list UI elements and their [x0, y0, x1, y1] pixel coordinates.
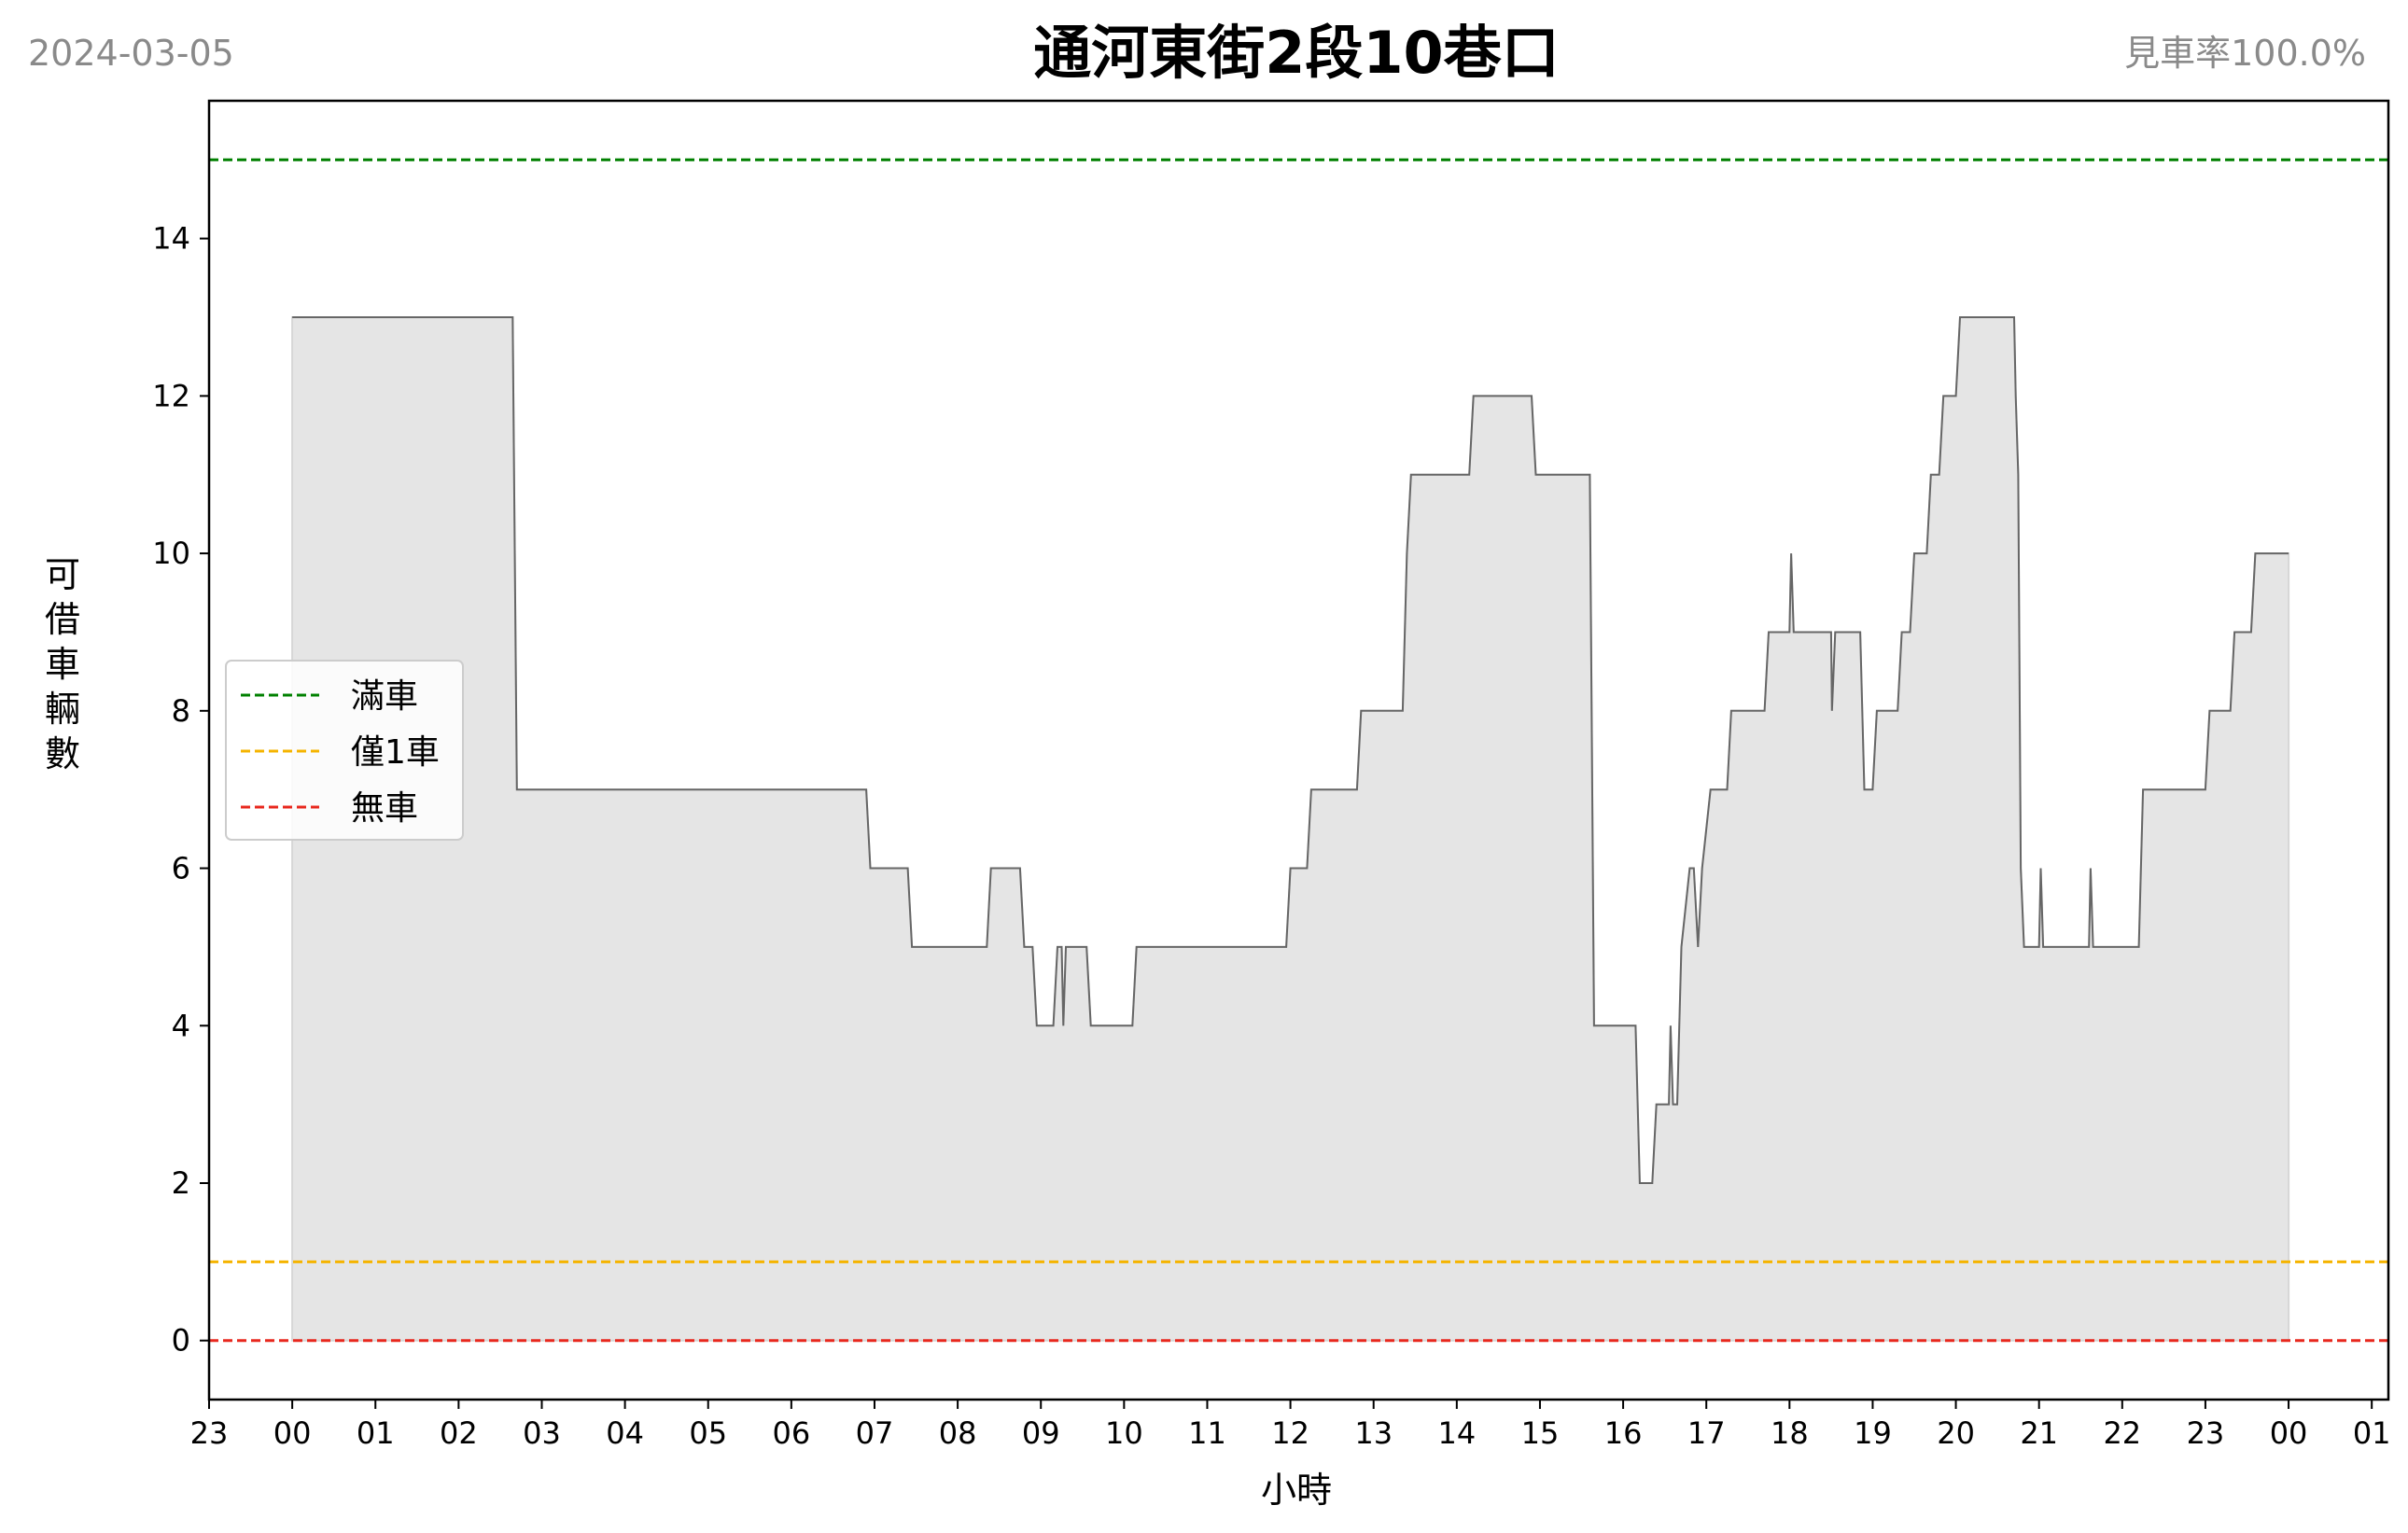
x-tick-label: 06: [772, 1415, 810, 1451]
legend-label: 僅1車: [351, 733, 440, 772]
x-tick-label: 00: [273, 1415, 312, 1451]
availability-label: 見車率100.0%: [2124, 33, 2366, 74]
x-tick-label: 20: [1937, 1415, 1975, 1451]
y-tick-label: 14: [152, 221, 190, 257]
x-tick-label: 12: [1271, 1415, 1309, 1451]
x-tick-label: 22: [2103, 1415, 2141, 1451]
x-tick-label: 08: [939, 1415, 977, 1451]
x-tick-label: 02: [440, 1415, 478, 1451]
y-tick-label: 10: [152, 536, 190, 571]
y-tick-label: 8: [172, 693, 190, 729]
x-tick-label: 19: [1854, 1415, 1892, 1451]
x-tick-label: 23: [190, 1415, 229, 1451]
plot-area: [291, 316, 2290, 1342]
legend-label: 無車: [351, 789, 418, 828]
x-tick-label: 01: [357, 1415, 395, 1451]
y-tick-label: 4: [172, 1008, 190, 1043]
x-tick-label: 21: [2020, 1415, 2058, 1451]
x-tick-label: 04: [606, 1415, 644, 1451]
y-tick-label: 0: [172, 1323, 190, 1359]
date-label: 2024-03-05: [28, 33, 234, 74]
x-tick-label: 17: [1687, 1415, 1726, 1451]
x-tick-label: 07: [856, 1415, 894, 1451]
x-axis-ticks: 23 00 01 02 03 04 05 06 07 08 09 10 11 12 13 14 15 16 17 18…: [190, 1400, 2391, 1451]
x-tick-label: 09: [1022, 1415, 1060, 1451]
x-tick-label: 16: [1604, 1415, 1643, 1451]
plot-frame: [207, 99, 2390, 1401]
legend-label: 滿車: [351, 677, 418, 716]
x-tick-label: 03: [523, 1415, 561, 1451]
x-tick-label: 23: [2187, 1415, 2225, 1451]
legend-box: [225, 660, 464, 841]
y-tick-label: 12: [152, 378, 190, 413]
x-tick-label: 13: [1354, 1415, 1393, 1451]
x-tick-label: 01: [2353, 1415, 2391, 1451]
y-tick-label: 6: [172, 851, 190, 886]
x-tick-label: 15: [1521, 1415, 1560, 1451]
x-tick-label: 18: [1771, 1415, 1809, 1451]
y-axis-label: 可借車輛數: [45, 554, 80, 774]
x-tick-label: 05: [689, 1415, 727, 1451]
x-tick-label: 14: [1437, 1415, 1476, 1451]
x-tick-label: 10: [1105, 1415, 1143, 1451]
series-0-line: [292, 316, 2289, 1184]
y-axis-ticks: 0 2 4 6 8 10 12 14: [152, 221, 209, 1359]
x-tick-label: 11: [1188, 1415, 1226, 1451]
x-tick-label: 00: [2270, 1415, 2308, 1451]
series-0-area: [291, 316, 2290, 1342]
x-axis-label: 小時: [1261, 1470, 1332, 1511]
y-tick-label: 2: [172, 1165, 190, 1201]
chart-title: 通河東街2段10巷口: [1033, 19, 1559, 87]
